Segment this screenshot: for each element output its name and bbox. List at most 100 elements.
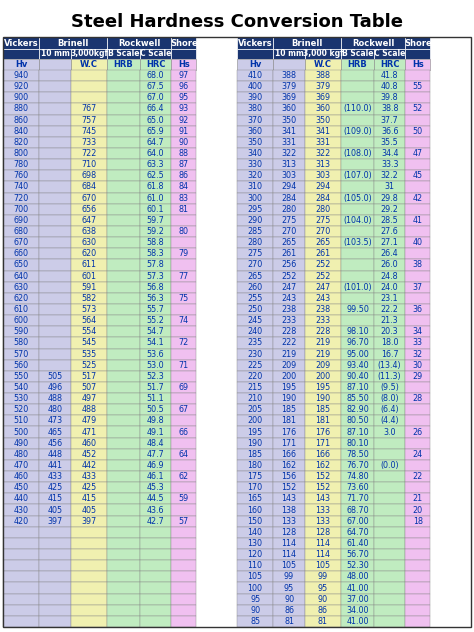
- Bar: [140, 393, 172, 404]
- Bar: [273, 248, 305, 259]
- Bar: [39, 159, 71, 170]
- Text: 30: 30: [413, 361, 423, 370]
- Bar: [237, 471, 273, 482]
- Text: 43.6: 43.6: [147, 506, 164, 514]
- Bar: [405, 304, 430, 315]
- Bar: [374, 560, 405, 571]
- Text: B Scale: B Scale: [342, 49, 373, 59]
- Text: (0.0): (0.0): [380, 461, 399, 470]
- Text: 26.4: 26.4: [381, 249, 399, 258]
- Bar: [3, 282, 39, 293]
- Text: 656: 656: [82, 205, 97, 214]
- Text: C Scale: C Scale: [374, 49, 405, 59]
- Bar: [273, 348, 305, 360]
- Bar: [273, 193, 305, 204]
- Text: 573: 573: [82, 305, 97, 314]
- Bar: [273, 382, 305, 393]
- Bar: [140, 427, 172, 437]
- Text: 190: 190: [315, 394, 330, 403]
- Bar: [273, 393, 305, 404]
- Bar: [305, 560, 341, 571]
- Bar: [273, 449, 305, 460]
- Bar: [39, 516, 71, 526]
- Text: 710: 710: [82, 160, 97, 169]
- Bar: [305, 449, 341, 460]
- Text: 640: 640: [14, 272, 28, 281]
- Bar: [374, 471, 405, 482]
- Text: 507: 507: [82, 383, 97, 392]
- Bar: [172, 226, 196, 237]
- Bar: [107, 226, 140, 237]
- Text: 56.3: 56.3: [147, 294, 164, 303]
- Bar: [107, 337, 140, 348]
- Text: 46.1: 46.1: [147, 472, 164, 481]
- Bar: [172, 616, 196, 627]
- Bar: [39, 605, 71, 616]
- Text: (109.0): (109.0): [343, 127, 372, 136]
- Text: 360: 360: [316, 104, 330, 114]
- Bar: [172, 494, 196, 504]
- Text: 33.3: 33.3: [381, 160, 399, 169]
- Bar: [405, 494, 430, 504]
- Bar: [172, 571, 196, 583]
- Text: 171: 171: [282, 439, 297, 447]
- Bar: [374, 583, 405, 593]
- Text: 105: 105: [247, 573, 263, 581]
- Text: 252: 252: [282, 272, 297, 281]
- Text: 95: 95: [284, 583, 294, 593]
- Bar: [107, 270, 140, 282]
- Bar: [305, 59, 341, 70]
- Bar: [3, 337, 39, 348]
- Text: 41.00: 41.00: [346, 617, 369, 626]
- Text: 388: 388: [316, 71, 330, 80]
- Bar: [237, 460, 273, 471]
- Bar: [374, 337, 405, 348]
- Text: 80.10: 80.10: [346, 439, 369, 447]
- Text: 29.8: 29.8: [381, 193, 399, 203]
- Text: 52.3: 52.3: [147, 372, 164, 381]
- Text: 425: 425: [82, 483, 97, 492]
- Text: 143: 143: [282, 494, 297, 504]
- Bar: [71, 593, 107, 605]
- Bar: [341, 104, 374, 114]
- Text: 265: 265: [247, 272, 263, 281]
- Bar: [374, 482, 405, 494]
- Bar: [39, 248, 71, 259]
- Text: 228: 228: [282, 327, 297, 336]
- Text: (110.0): (110.0): [343, 104, 372, 114]
- Text: 479: 479: [82, 416, 97, 425]
- Text: 56.8: 56.8: [147, 283, 164, 292]
- Text: 53.6: 53.6: [147, 349, 164, 358]
- Bar: [107, 159, 140, 170]
- Bar: [39, 583, 71, 593]
- Bar: [305, 437, 341, 449]
- Bar: [305, 605, 341, 616]
- Text: 86: 86: [179, 171, 189, 180]
- Text: 471: 471: [82, 428, 97, 437]
- Bar: [374, 538, 405, 549]
- Text: 61.0: 61.0: [147, 193, 164, 203]
- Bar: [374, 148, 405, 159]
- Bar: [273, 326, 305, 337]
- Bar: [405, 237, 430, 248]
- Text: 57.3: 57.3: [147, 272, 164, 281]
- Bar: [39, 49, 71, 59]
- Text: 36: 36: [413, 305, 423, 314]
- Bar: [341, 427, 374, 437]
- Text: 93: 93: [179, 104, 189, 114]
- Bar: [237, 70, 273, 81]
- Bar: [405, 583, 430, 593]
- Bar: [39, 193, 71, 204]
- Bar: [172, 360, 196, 371]
- Bar: [140, 593, 172, 605]
- Text: 114: 114: [316, 550, 330, 559]
- Bar: [341, 126, 374, 137]
- Bar: [140, 616, 172, 627]
- Bar: [341, 282, 374, 293]
- Bar: [140, 526, 172, 538]
- Bar: [172, 170, 196, 181]
- Bar: [273, 583, 305, 593]
- Bar: [374, 315, 405, 326]
- Bar: [39, 59, 71, 70]
- Text: 87.10: 87.10: [346, 383, 369, 392]
